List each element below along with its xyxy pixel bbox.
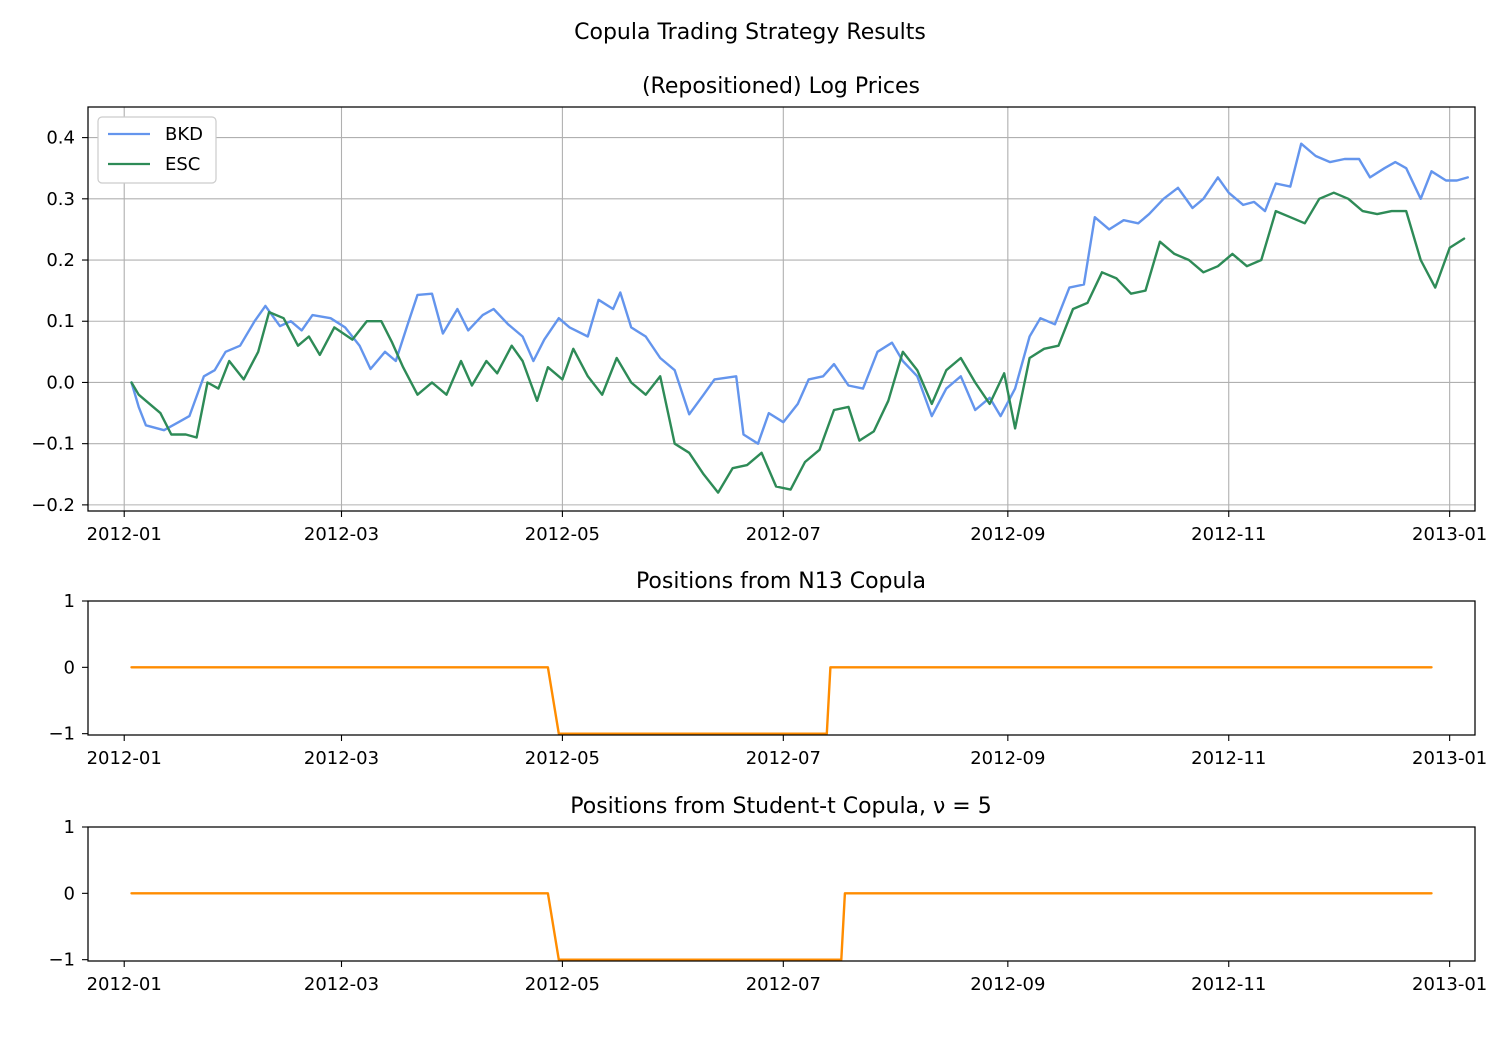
x-tick-label: 2012-05 (525, 974, 600, 995)
x-tick-label: 2012-07 (746, 524, 821, 545)
y-tick-label: 0.2 (46, 250, 75, 271)
panel-1-grid (88, 107, 1475, 511)
x-tick-label: 2012-11 (1191, 748, 1266, 769)
x-tick-label: 2012-03 (304, 748, 379, 769)
y-tick-label: 0.1 (46, 311, 75, 332)
x-tick-label: 2012-11 (1191, 524, 1266, 545)
panel-2-title: Positions from N13 Copula (636, 569, 926, 594)
y-tick-label: 0 (64, 657, 75, 678)
x-tick-label: 2013-01 (1412, 974, 1487, 995)
panel-3-series (130, 892, 1433, 961)
x-tick-label: 2012-09 (970, 974, 1045, 995)
x-tick-label: 2012-01 (87, 748, 162, 769)
legend-label-esc: ESC (165, 154, 200, 175)
y-tick-label: −0.2 (31, 495, 75, 516)
y-tick-label: 0 (64, 883, 75, 904)
x-tick-label: 2013-01 (1412, 524, 1487, 545)
x-tick-label: 2012-03 (304, 974, 379, 995)
panel-3-ticks: 2012-01 2012-03 2012-05 2012-07 2012-09 2012-… (48, 817, 1487, 995)
y-tick-label: 0.0 (46, 372, 75, 393)
panel-1-title: (Repositioned) Log Prices (642, 74, 920, 99)
x-tick-label: 2012-01 (87, 524, 162, 545)
x-tick-label: 2012-07 (746, 748, 821, 769)
legend: BKD ESC (97, 116, 217, 184)
position-series-line (130, 666, 1433, 735)
x-tick-label: 2012-05 (525, 524, 600, 545)
panel-student-t-positions: Positions from Student-t Copula, ν = 5 2… (48, 794, 1487, 995)
x-tick-label: 2012-11 (1191, 974, 1266, 995)
y-tick-label: 0.3 (46, 189, 75, 210)
x-tick-label: 2012-05 (525, 748, 600, 769)
x-tick-label: 2012-01 (87, 974, 162, 995)
panel-n13-positions: Positions from N13 Copula 2012-01 2012-03… (48, 569, 1487, 769)
legend-label-bkd: BKD (165, 124, 203, 145)
panel-2-series (130, 666, 1433, 735)
panel-log-prices: (Repositioned) Log Prices 2012-01 2012-03… (31, 74, 1487, 545)
panel-3-title: Positions from Student-t Copula, ν = 5 (570, 794, 991, 819)
y-tick-label: 1 (64, 591, 75, 612)
panel-1-frame (87, 106, 1476, 512)
bkd-series-line (130, 142, 1470, 445)
panel-1-ticks: 2012-01 2012-03 2012-05 2012-07 2012-09 2012-… (31, 128, 1487, 545)
panel-2-ticks: 2012-01 2012-03 2012-05 2012-07 2012-09 2012-… (48, 591, 1487, 769)
position-series-line (130, 892, 1433, 961)
x-tick-label: 2012-09 (970, 748, 1045, 769)
figure-suptitle: Copula Trading Strategy Results (574, 20, 926, 45)
x-tick-label: 2012-07 (746, 974, 821, 995)
x-tick-label: 2012-03 (304, 524, 379, 545)
y-tick-label: −1 (48, 950, 75, 971)
y-tick-label: 1 (64, 817, 75, 838)
panel-1-series (130, 142, 1470, 494)
x-tick-label: 2012-09 (970, 524, 1045, 545)
y-tick-label: −1 (48, 724, 75, 745)
esc-series-line (130, 191, 1466, 494)
x-tick-label: 2013-01 (1412, 748, 1487, 769)
y-tick-label: 0.4 (46, 128, 75, 149)
panel-2-frame (87, 600, 1476, 736)
panel-3-frame (87, 826, 1476, 962)
y-tick-label: −0.1 (31, 434, 75, 455)
